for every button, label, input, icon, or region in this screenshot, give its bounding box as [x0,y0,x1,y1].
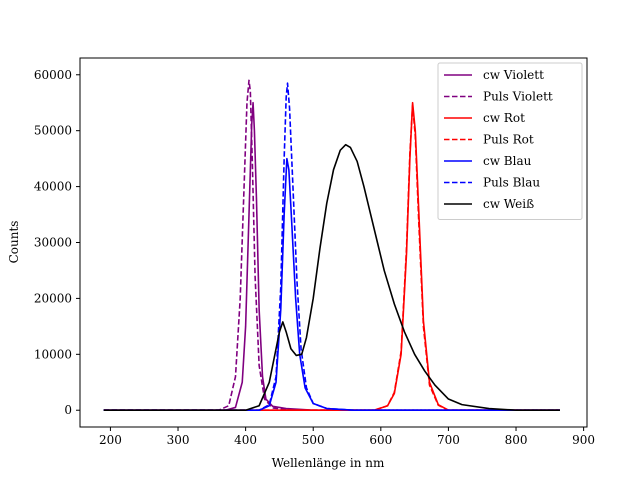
x-axis: 200 300 400 500 600 700 800 900 [99,427,595,447]
plot-area [103,79,560,412]
y-tick-label: 30000 [34,236,72,250]
x-tick-label: 800 [505,433,528,447]
series-line-6 [103,82,560,412]
legend-label: cw Rot [483,111,525,125]
x-tick-label: 200 [99,433,122,447]
y-tick-label: 40000 [34,180,72,194]
x-axis-label: Wellenlänge in nm [272,456,385,470]
x-tick-label: 900 [572,433,595,447]
legend-label: Puls Rot [483,133,534,147]
y-tick-label: 50000 [34,124,72,138]
y-tick-label: 0 [64,403,72,417]
legend: cw Violett Puls Violett cw Rot Puls Rot cw B… [437,62,583,220]
y-tick-label: 10000 [34,347,72,361]
y-tick-label: 20000 [34,291,72,305]
y-axis-label: Counts [7,221,21,264]
legend-box [437,62,583,220]
x-tick-label: 700 [437,433,460,447]
y-axis: 0 10000 20000 30000 40000 50000 60000 [34,68,80,417]
series-line-2 [103,79,560,412]
x-tick-label: 600 [369,433,392,447]
legend-label: Puls Violett [483,90,553,104]
legend-label: cw Violett [483,68,544,82]
x-tick-label: 500 [302,433,325,447]
legend-label: cw Weiß [483,197,534,211]
series-line-4 [103,104,560,412]
y-tick-label: 60000 [34,68,72,82]
series-line-7 [103,143,560,412]
legend-label: cw Blau [483,154,532,168]
x-tick-label: 400 [234,433,257,447]
legend-label: Puls Blau [483,176,540,190]
x-tick-label: 300 [167,433,190,447]
series-line-1 [103,101,560,412]
